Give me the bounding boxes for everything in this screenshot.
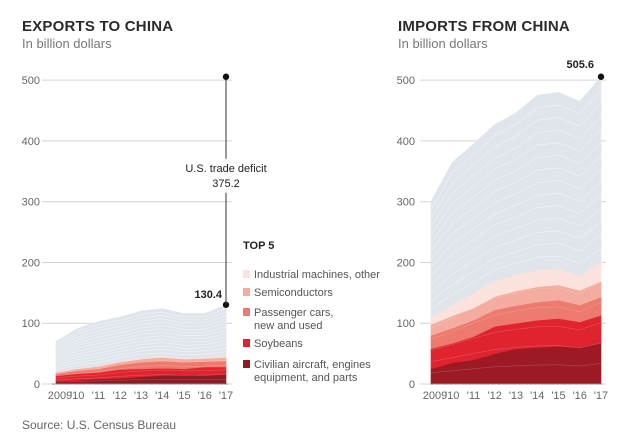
striation-line bbox=[55, 360, 227, 375]
striation-line bbox=[55, 315, 227, 349]
striation-line bbox=[55, 308, 227, 344]
imports-total-label: 505.6 bbox=[566, 59, 594, 71]
x-tick-label: '10 bbox=[445, 390, 459, 402]
striation-line bbox=[55, 326, 227, 355]
y-tick-label: 500 bbox=[397, 75, 415, 87]
legend-label: new and used bbox=[254, 320, 323, 332]
source-note: Source: U.S. Census Bureau bbox=[22, 418, 177, 432]
striation-line bbox=[430, 182, 602, 268]
striation-line bbox=[55, 374, 227, 381]
y-tick-label: 200 bbox=[22, 257, 40, 269]
striation-line bbox=[430, 142, 602, 244]
x-tick-label: '13 bbox=[134, 390, 148, 402]
imports-subtitle: In billion dollars bbox=[398, 36, 488, 51]
striation-line bbox=[55, 333, 227, 360]
striation-line bbox=[55, 344, 227, 366]
y-tick-label: 500 bbox=[22, 75, 40, 87]
striation-line bbox=[55, 340, 227, 364]
x-tick-label: '14 bbox=[530, 390, 544, 402]
striation-line bbox=[430, 247, 602, 310]
legend-swatch bbox=[243, 308, 250, 316]
legend-label: Soybeans bbox=[254, 338, 303, 350]
striation-line bbox=[430, 363, 602, 374]
deficit-label: U.S. trade deficit bbox=[185, 163, 266, 175]
x-tick-label: '11 bbox=[467, 390, 481, 402]
x-tick-label: 2009 bbox=[48, 390, 72, 402]
y-tick-label: 300 bbox=[22, 197, 40, 209]
y-tick-label: 300 bbox=[397, 197, 415, 209]
legend-swatch bbox=[243, 270, 250, 278]
y-tick-label: 400 bbox=[397, 136, 415, 148]
x-tick-label: '13 bbox=[509, 390, 523, 402]
x-tick-label: '14 bbox=[155, 390, 169, 402]
deficit-label-bg bbox=[174, 158, 278, 193]
deficit-top-dot bbox=[222, 73, 230, 80]
legend-label: Passenger cars, bbox=[254, 307, 333, 319]
striation-line bbox=[430, 116, 602, 227]
x-tick-label: 2009 bbox=[423, 390, 447, 402]
legend-swatch bbox=[243, 288, 250, 296]
striation-line bbox=[55, 379, 227, 383]
exports-subtitle: In billion dollars bbox=[22, 36, 112, 51]
y-tick-label: 100 bbox=[22, 318, 40, 330]
striation-line bbox=[55, 337, 227, 362]
x-tick-label: '17 bbox=[594, 390, 608, 402]
legend-label: Semiconductors bbox=[254, 287, 333, 299]
y-tick-label: 400 bbox=[22, 136, 40, 148]
striation-line bbox=[430, 155, 602, 252]
striation-line bbox=[430, 89, 602, 211]
legend-label: Industrial machines, other bbox=[254, 269, 380, 281]
legend-label: equipment, and parts bbox=[254, 372, 358, 384]
legend-swatch bbox=[243, 360, 250, 368]
legend-bg bbox=[241, 235, 401, 395]
x-tick-label: '11 bbox=[92, 390, 106, 402]
x-tick-label: '17 bbox=[219, 390, 233, 402]
x-tick-label: '12 bbox=[488, 390, 502, 402]
striation-line bbox=[430, 302, 602, 340]
x-tick-label: '12 bbox=[113, 390, 127, 402]
striation-line bbox=[430, 322, 602, 351]
deficit-value: 375.2 bbox=[212, 178, 240, 190]
y-tick-label: 0 bbox=[409, 379, 415, 391]
striation-line bbox=[55, 322, 227, 353]
total-dot bbox=[597, 73, 605, 80]
striation-line bbox=[430, 168, 602, 260]
series-area-5 bbox=[430, 75, 602, 318]
striation-line bbox=[430, 102, 602, 219]
striation-line bbox=[55, 364, 227, 377]
y-tick-label: 100 bbox=[397, 318, 415, 330]
legend-label: Civilian aircraft, engines bbox=[254, 359, 371, 371]
imports-title: IMPORTS FROM CHINA bbox=[398, 18, 570, 35]
striation-line bbox=[430, 342, 602, 362]
exports-title: EXPORTS TO CHINA bbox=[22, 18, 174, 35]
striation-line bbox=[55, 329, 227, 357]
x-tick-label: '16 bbox=[198, 390, 212, 402]
striation-line bbox=[430, 221, 602, 293]
striation-line bbox=[430, 234, 602, 301]
striation-line bbox=[430, 281, 602, 329]
striation-line bbox=[430, 195, 602, 277]
y-tick-label: 200 bbox=[397, 257, 415, 269]
x-tick-label: '15 bbox=[176, 390, 190, 402]
legend-swatch bbox=[243, 339, 250, 347]
striation-line bbox=[55, 369, 227, 379]
x-tick-label: '10 bbox=[70, 390, 84, 402]
y-tick-label: 0 bbox=[34, 379, 40, 391]
striation-line bbox=[55, 351, 227, 370]
striation-line bbox=[430, 208, 602, 285]
striation-line bbox=[55, 318, 227, 351]
striation-line bbox=[55, 311, 227, 347]
striation-line bbox=[430, 129, 602, 235]
x-tick-label: '16 bbox=[573, 390, 587, 402]
exports-total-label: 130.4 bbox=[194, 289, 222, 301]
x-tick-label: '15 bbox=[551, 390, 565, 402]
striation-line bbox=[55, 347, 227, 368]
legend-title: TOP 5 bbox=[243, 240, 274, 252]
series-area-5 bbox=[55, 304, 227, 373]
